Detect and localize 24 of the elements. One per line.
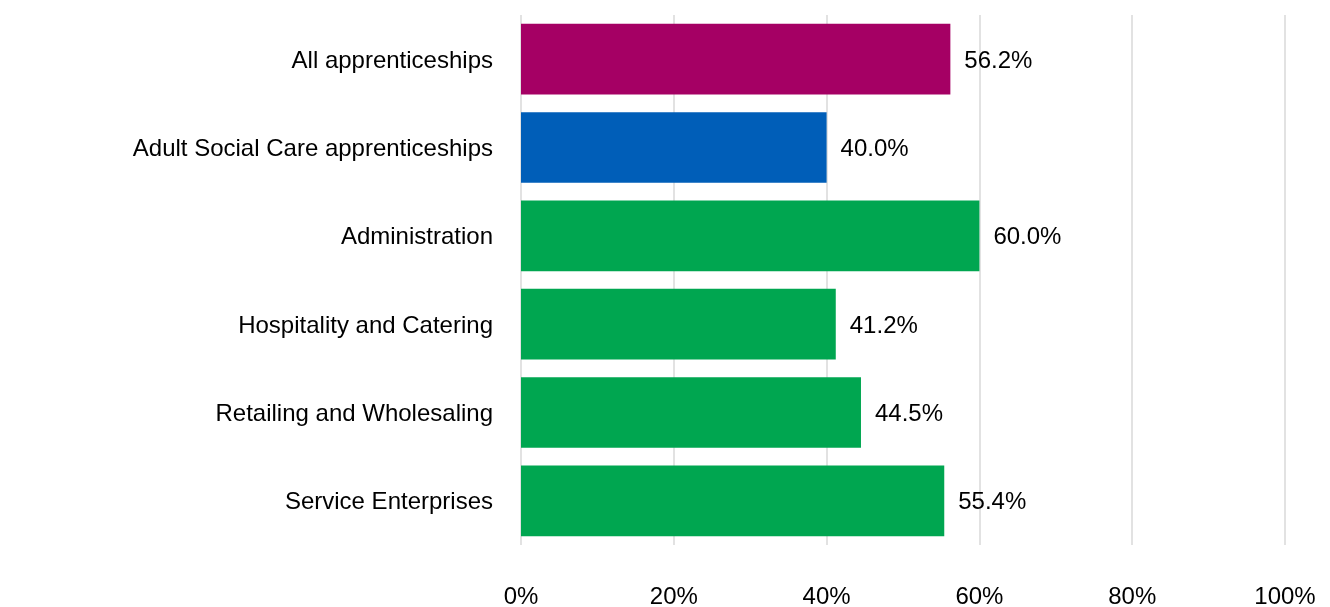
x-tick-label: 0%: [503, 581, 539, 607]
data-label: 56.2%: [964, 45, 1033, 73]
data-label: 44.5%: [874, 399, 944, 426]
y-tick-label: All apprenticeships: [291, 45, 493, 73]
x-tick-label: 100%: [1254, 581, 1316, 607]
x-tick-label: 80%: [1108, 581, 1157, 607]
y-tick-label: Hospitality and Catering: [238, 310, 493, 338]
data-label: 60.0%: [993, 222, 1062, 250]
y-tick-label: Service Enterprises: [284, 487, 493, 515]
x-tick-label: 60%: [955, 581, 1004, 607]
bar: [521, 112, 827, 183]
bar: [521, 465, 945, 537]
data-label: 40.0%: [840, 134, 909, 161]
bar: [521, 200, 980, 272]
y-tick-label: Administration: [340, 222, 493, 250]
y-tick-label: Adult Social Care apprenticeships: [132, 134, 493, 161]
data-label: 55.4%: [958, 487, 1027, 515]
data-label: 41.2%: [849, 310, 918, 338]
x-tick-label: 40%: [802, 581, 851, 607]
bar: [521, 23, 951, 95]
bar: [521, 377, 861, 448]
bar: [521, 288, 836, 360]
y-tick-label: Retailing and Wholesaling: [215, 399, 493, 426]
x-tick-label: 20%: [649, 581, 698, 607]
